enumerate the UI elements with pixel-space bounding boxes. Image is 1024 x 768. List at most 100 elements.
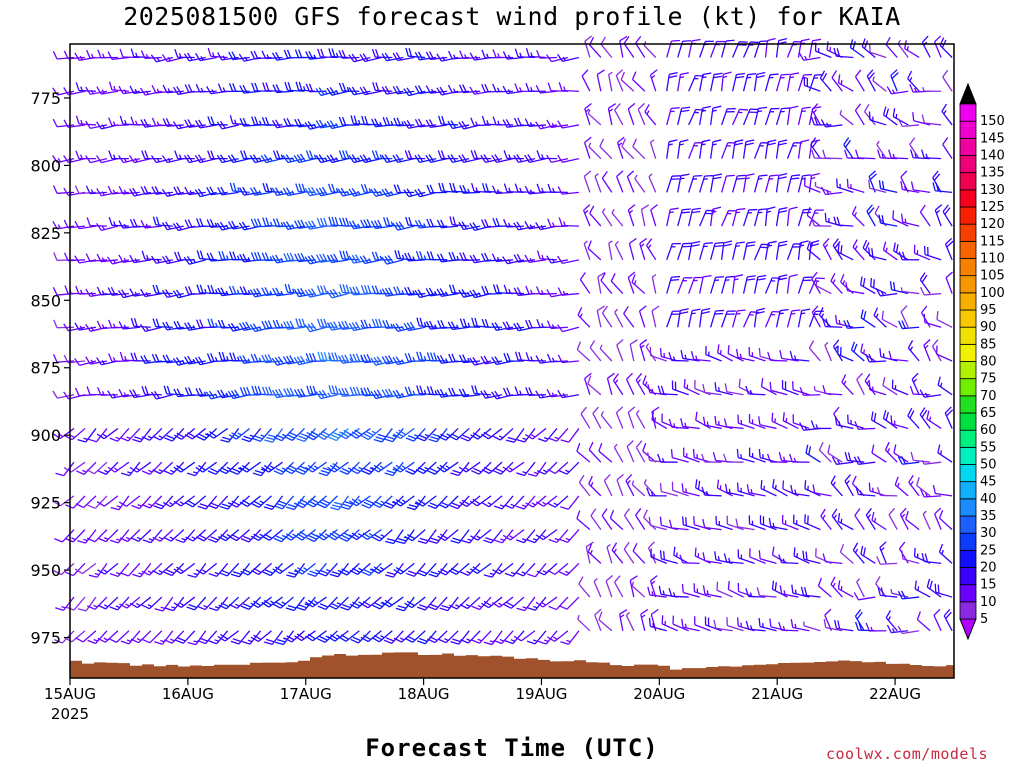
barb-half-feather [413,434,419,437]
wind-barb [370,356,393,366]
barb-feather [305,502,314,508]
wind-barb [699,139,711,159]
barb-feather [219,120,226,129]
wind-barb [808,209,824,227]
barb-feather [206,353,212,362]
barb-feather [176,566,185,573]
barb-staff [57,124,75,128]
wind-barb [666,175,681,193]
wind-barb [184,119,206,128]
barb-feather [261,320,267,330]
wind-barb [758,618,777,632]
barb-half-feather [441,56,446,61]
wind-barb [742,73,757,92]
wind-barb [688,108,705,126]
barb-feather [231,500,240,506]
barb-feather [472,222,479,230]
wind-barb [338,82,360,92]
barb-feather [208,640,217,645]
barb-staff [57,56,75,60]
barb-staff [650,209,657,227]
wind-barb [764,206,776,227]
barb-feather [230,640,240,645]
barb-feather [767,352,772,361]
barb-feather [286,388,292,397]
barb-feather [309,385,314,395]
barb-feather [161,289,168,298]
barb-feather [535,601,544,608]
barb-feather [199,503,209,508]
barb-feather [436,219,442,229]
barb-half-feather [593,578,598,582]
barb-feather [576,510,581,519]
barb-feather [187,322,193,331]
barb-feather [483,389,490,398]
barb-half-feather [379,289,383,294]
wind-barb [748,447,766,463]
barb-feather [590,508,597,517]
wind-barb [436,461,459,473]
barb-half-feather [635,409,640,415]
wind-barb [140,288,162,298]
barb-feather [361,571,370,577]
barb-feather [341,467,350,473]
wind-barb [764,107,780,126]
barb-feather [265,386,270,396]
wind-barb [228,83,250,93]
wind-barb [184,286,206,295]
wind-barb [560,630,580,645]
barb-feather [701,307,711,312]
barb-feather [462,252,467,261]
barb-feather [307,121,314,129]
barb-feather [723,453,728,463]
barb-feather [232,571,242,575]
barb-feather [109,539,119,544]
barb-feather [387,355,394,364]
barb-staff [720,175,727,193]
barb-half-feather [260,434,265,438]
barb-feather [172,121,179,130]
barb-feather [176,86,182,95]
wind-barb [129,85,151,95]
wind-barb [140,220,162,229]
barb-feather [328,216,333,226]
barb-feather [375,48,380,58]
barb-feather [351,154,358,163]
barb-feather [414,220,420,229]
barb-feather [367,285,372,294]
barb-feather [778,452,783,461]
wind-barb [227,322,250,332]
barb-half-feather [599,344,603,349]
barb-half-feather [146,254,149,260]
barb-feather [119,603,128,609]
barb-staff [598,619,613,632]
barb-feather [119,537,128,543]
barb-half-feather [380,634,385,639]
barb-staff [635,42,646,58]
barb-feather [615,406,624,414]
barb-feather [183,53,190,62]
barb-half-feather [701,143,706,146]
wind-barb [600,36,613,58]
barb-feather [166,385,171,395]
barb-feather [503,218,508,228]
barb-feather [304,121,311,130]
wind-barb [731,72,745,92]
wind-barb [470,150,492,160]
barb-feather [494,539,503,544]
wind-barb [516,461,536,477]
barb-feather [627,406,636,413]
wind-barb [614,308,624,328]
wind-barb [393,630,415,643]
barb-feather [548,437,557,442]
barb-staff [68,326,86,332]
barb-half-feather [71,537,76,541]
wind-barb [327,630,349,642]
barb-feather [789,350,794,360]
barb-feather [492,116,497,125]
barb-feather [278,500,287,505]
barb-feather [217,52,223,61]
barb-feather [271,389,278,398]
barb-feather [271,52,278,61]
wind-barb [360,596,382,609]
